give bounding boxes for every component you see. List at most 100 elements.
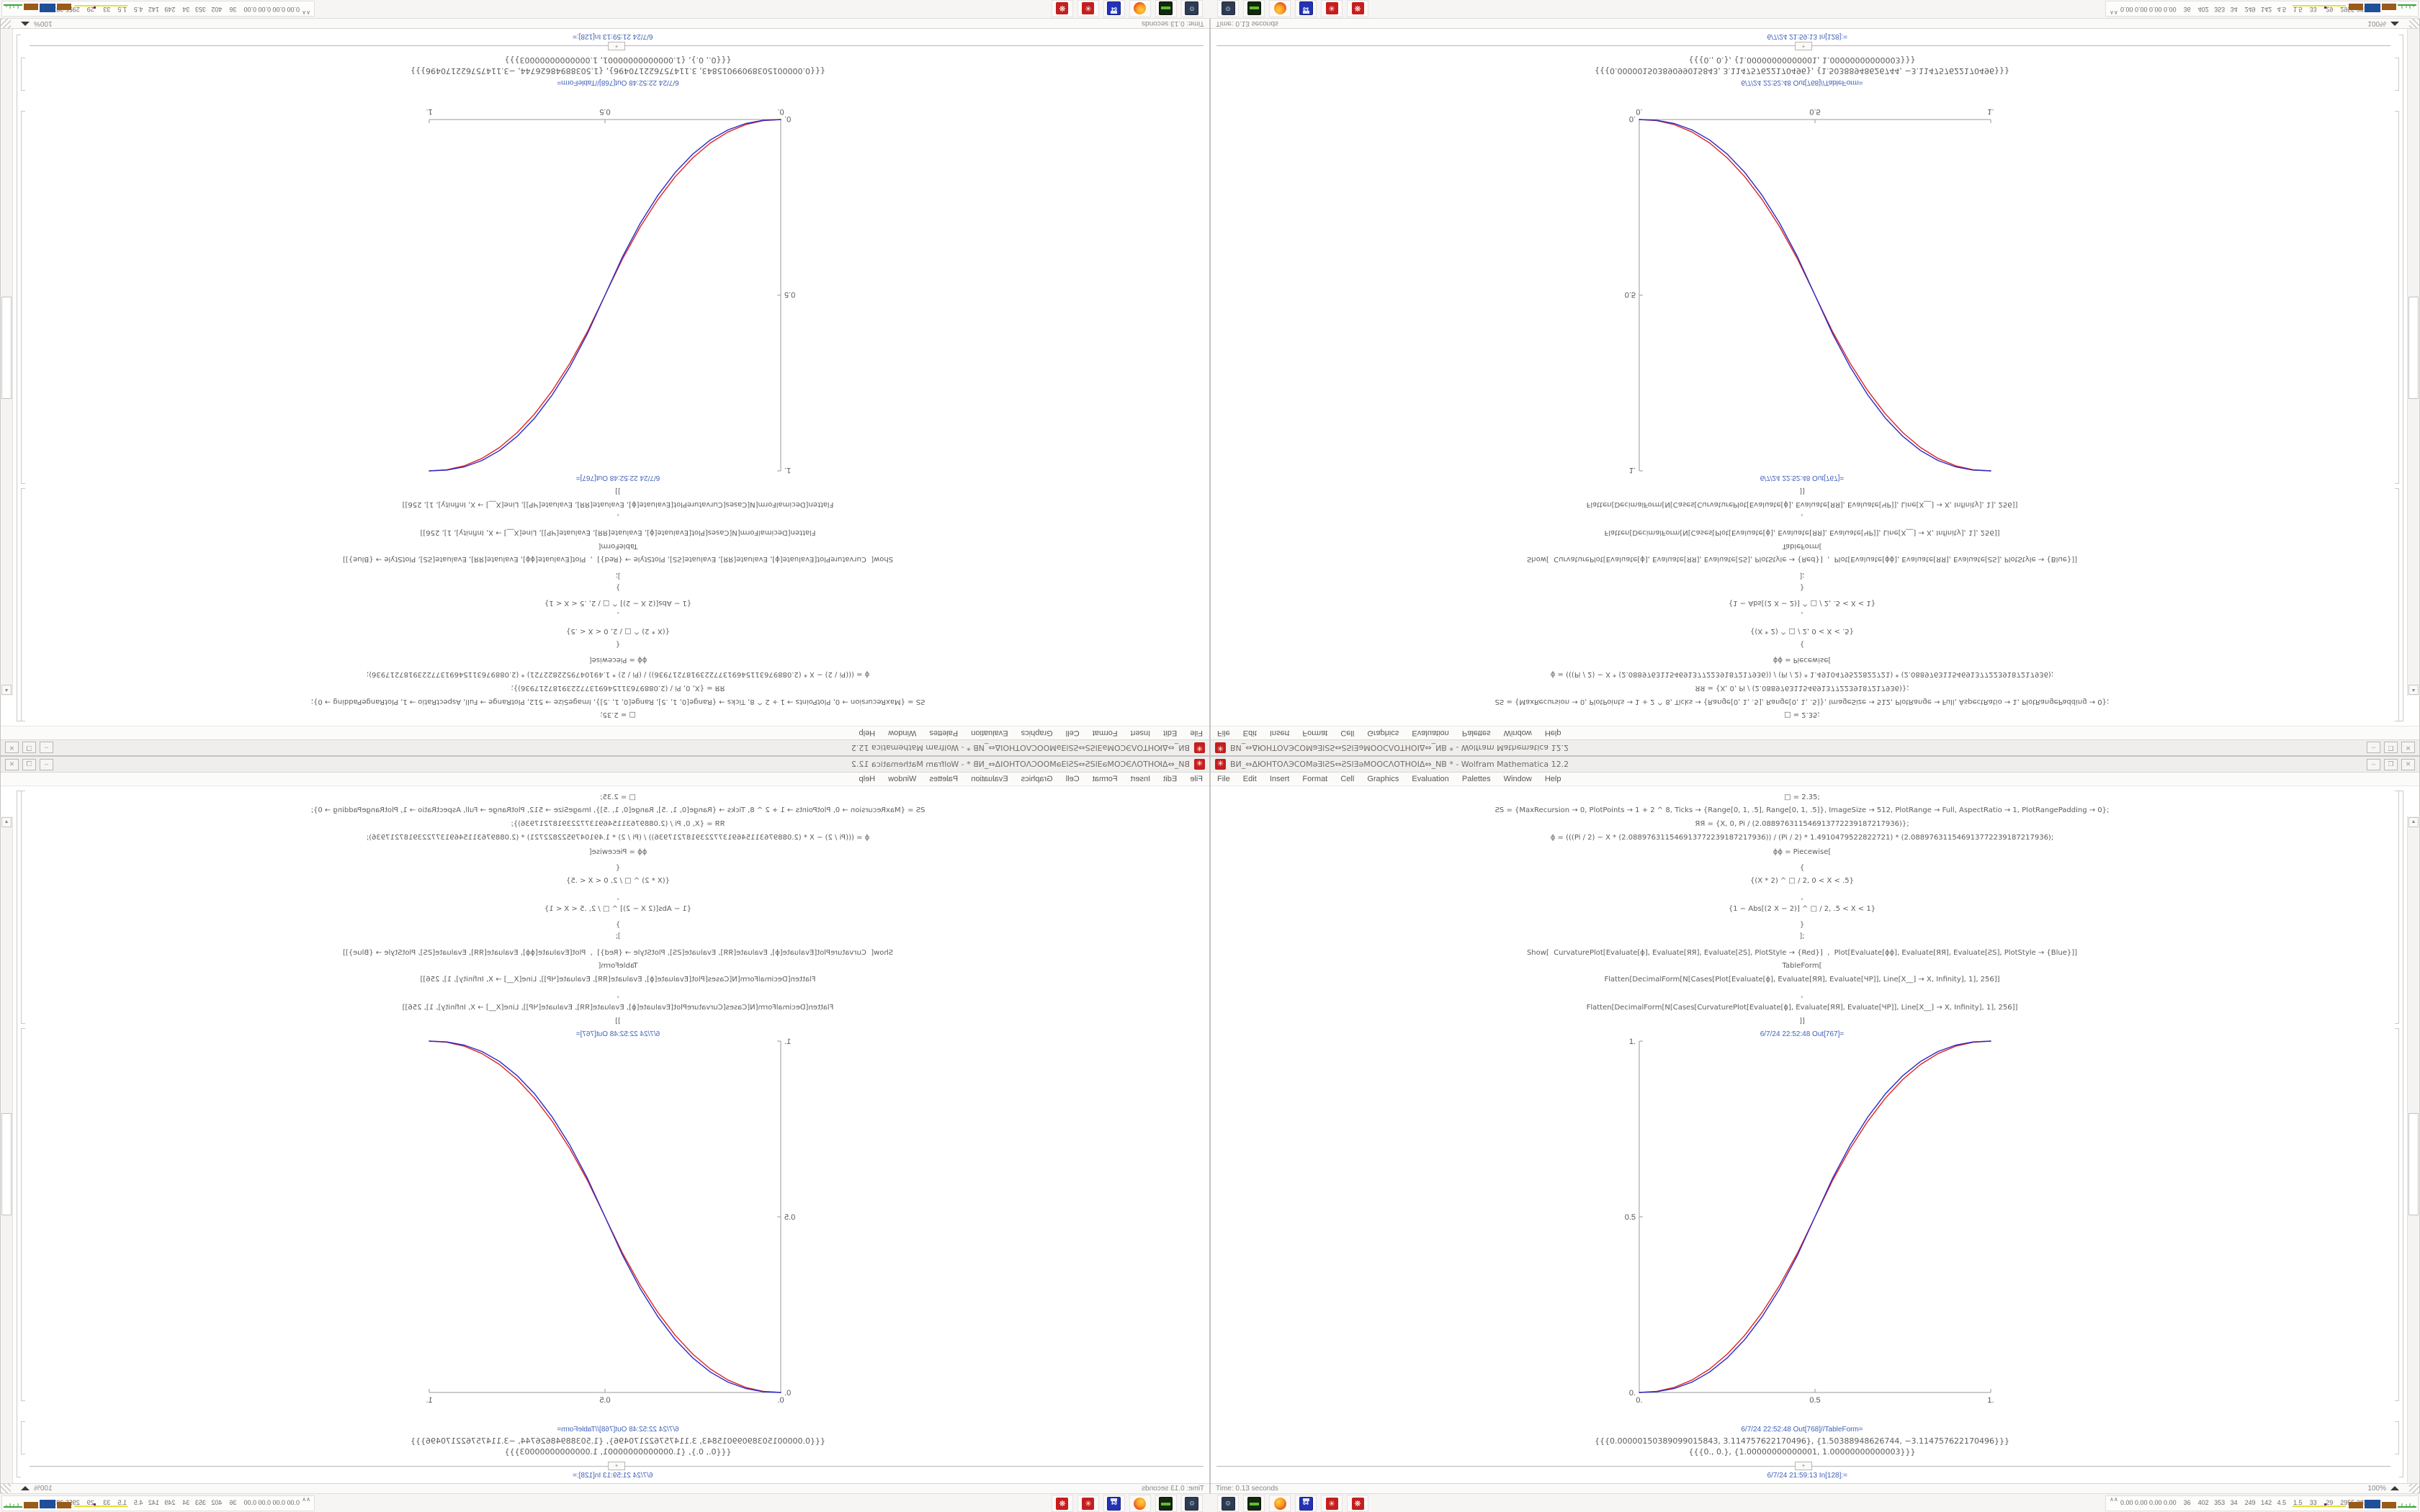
scrollbar-thumb[interactable]	[2408, 297, 2419, 399]
close-button[interactable]: ✕	[2401, 759, 2415, 770]
menu-edit[interactable]: Edit	[1163, 729, 1178, 737]
zoom-popup-arrow-icon[interactable]	[2390, 22, 2399, 26]
cell-group-bracket[interactable]	[2399, 35, 2403, 721]
code-line[interactable]: Flatten[DecimalForm[N[Cases[CurvaturePlo…	[1586, 500, 2018, 508]
notebook-area[interactable]: □ = 2.35; ƧЅ = {MaxRecursion → 0, PlotPo…	[1, 0, 1209, 726]
code-line[interactable]: }	[1799, 583, 1805, 591]
mathematica-kernel-button[interactable]: ❋	[1347, 0, 1368, 17]
menu-edit[interactable]: Edit	[1242, 729, 1257, 737]
window-resize-grip[interactable]	[2409, 1484, 2419, 1493]
notebook-area[interactable]: □ = 2.35; ƧЅ = {MaxRecursion → 0, PlotPo…	[1211, 786, 2419, 1512]
input-cell-bracket[interactable]	[2395, 791, 2399, 1024]
vertical-scrollbar[interactable]: ▲ ▼	[1, 0, 13, 696]
code-line[interactable]: ,	[1801, 894, 1803, 901]
code-line[interactable]: Flatten[DecimalForm[N[Cases[CurvaturePlo…	[402, 1004, 834, 1012]
floppy-64-button[interactable]: 64	[1295, 1495, 1317, 1512]
code-line[interactable]: }	[1799, 921, 1805, 929]
window-titlebar[interactable]: ✳ ВИ_⇔ΔЮНТОΛЭСОМǝƎlƧS⇔ƧSlƎǝМООСΛОТНОІΔ⇔_…	[1211, 739, 2419, 755]
code-line[interactable]: {1 − Abs[(2 X − 2)] ^ □ / 2, .5 < X < 1}	[1728, 599, 1876, 607]
zoom-level[interactable]: 100%	[34, 1485, 53, 1493]
menu-window[interactable]: Window	[1503, 729, 1532, 737]
system-monitor-button[interactable]: ⚙	[1181, 1495, 1203, 1512]
mathematica-button[interactable]: ✳	[1077, 0, 1099, 17]
code-line[interactable]: Flatten[DecimalForm[N[Cases[Plot[Evaluat…	[1604, 528, 2000, 536]
menu-file[interactable]: File	[1190, 775, 1203, 783]
input-cell-bracket[interactable]	[2395, 488, 2399, 721]
code-line[interactable]: {1 − Abs[(2 X − 2)] ^ □ / 2, .5 < X < 1}	[544, 599, 692, 607]
code-line[interactable]: Show[ CurvaturePlot[Evaluate[ɸ], Evaluat…	[1526, 555, 2078, 563]
code-line[interactable]: {	[1799, 864, 1805, 872]
window-resize-grip[interactable]	[1, 1484, 11, 1493]
menu-insert[interactable]: Insert	[1269, 729, 1290, 737]
code-line[interactable]: ЯЯ = {X, 0, Pi / (2.08897631154691377223…	[1695, 820, 1909, 828]
close-button[interactable]: ✕	[5, 759, 19, 770]
minimize-button[interactable]: –	[40, 759, 53, 770]
menu-window[interactable]: Window	[888, 729, 917, 737]
menu-help[interactable]: Help	[1544, 729, 1561, 737]
menu-cell[interactable]: Cell	[1340, 729, 1355, 737]
output-cell-bracket[interactable]	[21, 1421, 25, 1454]
scrollbar-thumb[interactable]	[2408, 1113, 2419, 1215]
package-manager-button[interactable]	[1155, 1495, 1177, 1512]
code-line[interactable]: ЯЯ = {X, 0, Pi / (2.08897631154691377223…	[511, 684, 725, 692]
code-line[interactable]: ,	[617, 513, 619, 521]
tray-expand-icon[interactable]: ∧∧	[302, 9, 310, 16]
code-line[interactable]: ];	[1799, 572, 1805, 580]
code-line[interactable]: Flatten[DecimalForm[N[Cases[CurvaturePlo…	[402, 500, 834, 508]
menu-evaluation[interactable]: Evaluation	[971, 775, 1008, 783]
tray-expand-icon[interactable]: ∧∧	[2110, 1496, 2118, 1503]
code-line[interactable]: }	[615, 583, 621, 591]
window-titlebar[interactable]: ✳ ВИ_⇔ΔЮНТОΛЭСОМǝƎlƧS⇔ƧSlƎǝМООСΛОТНОІΔ⇔_…	[1, 757, 1209, 773]
code-line[interactable]: ]]	[1799, 487, 1805, 495]
code-line[interactable]: {	[615, 640, 621, 648]
zoom-popup-arrow-icon[interactable]	[2390, 1486, 2399, 1490]
menu-edit[interactable]: Edit	[1163, 775, 1178, 783]
vertical-scrollbar[interactable]: ▲ ▼	[1, 816, 13, 1512]
code-line[interactable]: {(X * 2) ^ □ / 2, 0 < X < .5}	[566, 877, 670, 885]
code-line[interactable]: ɸɸ = Piecewise[	[1773, 848, 1832, 856]
code-line[interactable]: TableForm[	[1782, 962, 1822, 970]
system-monitor-button[interactable]: ⚙	[1217, 1495, 1239, 1512]
system-tray[interactable]: ∧∧ 0.00 0.00 0.00 0.00 36 402 353 34 249…	[2105, 1495, 2419, 1511]
menu-evaluation[interactable]: Evaluation	[1412, 775, 1449, 783]
output-cell-bracket[interactable]	[2395, 58, 2399, 91]
menu-edit[interactable]: Edit	[1242, 775, 1257, 783]
zoom-level[interactable]: 100%	[34, 19, 53, 27]
close-button[interactable]: ✕	[5, 742, 19, 753]
code-line[interactable]: ,	[1801, 991, 1803, 999]
code-line[interactable]: Show[ CurvaturePlot[Evaluate[ɸ], Evaluat…	[1526, 949, 2078, 957]
menu-window[interactable]: Window	[1503, 775, 1532, 783]
menu-cell[interactable]: Cell	[1065, 729, 1080, 737]
menu-help[interactable]: Help	[859, 775, 876, 783]
menu-format[interactable]: Format	[1092, 775, 1118, 783]
package-manager-button[interactable]	[1243, 1495, 1265, 1512]
input-cell-bracket[interactable]	[21, 488, 25, 721]
zoom-level[interactable]: 100%	[2367, 1485, 2386, 1493]
code-line[interactable]: □ = 2.35;	[1784, 711, 1820, 719]
output-cell-bracket[interactable]	[21, 1028, 25, 1401]
code-line[interactable]: }	[615, 921, 621, 929]
menu-help[interactable]: Help	[1544, 775, 1561, 783]
zoom-level[interactable]: 100%	[2367, 19, 2386, 27]
close-button[interactable]: ✕	[2401, 742, 2415, 753]
code-line[interactable]: ƧЅ = {MaxRecursion → 0, PlotPoints → 1 +…	[310, 806, 926, 814]
code-line[interactable]: □ = 2.35;	[600, 793, 636, 801]
maximize-button[interactable]: ❒	[22, 759, 36, 770]
window-titlebar[interactable]: ✳ ВИ_⇔ΔЮНТОΛЭСОМǝƎlƧS⇔ƧSlƎǝМООСΛОТНОІΔ⇔_…	[1, 739, 1209, 755]
code-line[interactable]: ɸɸ = Piecewise[	[588, 656, 647, 664]
code-line[interactable]: Flatten[DecimalForm[N[Cases[Plot[Evaluat…	[1604, 976, 2000, 984]
code-line[interactable]: ɸ = (((Pi / 2) − X * (2.0889763115469137…	[1550, 834, 2054, 842]
code-line[interactable]: ЯЯ = {X, 0, Pi / (2.08897631154691377223…	[511, 820, 725, 828]
code-line[interactable]: Flatten[DecimalForm[N[Cases[Plot[Evaluat…	[420, 528, 816, 536]
firefox-button[interactable]	[1129, 1495, 1151, 1512]
tray-expand-icon[interactable]: ∧∧	[2110, 9, 2118, 16]
scrollbar-thumb[interactable]	[1, 297, 12, 399]
menu-format[interactable]: Format	[1302, 775, 1328, 783]
window-resize-grip[interactable]	[2409, 19, 2419, 28]
notebook-area[interactable]: □ = 2.35; ƧЅ = {MaxRecursion → 0, PlotPo…	[1, 786, 1209, 1512]
menu-window[interactable]: Window	[888, 775, 917, 783]
code-line[interactable]: {1 − Abs[(2 X − 2)] ^ □ / 2, .5 < X < 1}	[544, 905, 692, 913]
code-line[interactable]: ,	[617, 611, 619, 618]
system-tray[interactable]: ∧∧ 0.00 0.00 0.00 0.00 36 402 353 34 249…	[1, 1495, 315, 1511]
code-line[interactable]: ,	[617, 991, 619, 999]
